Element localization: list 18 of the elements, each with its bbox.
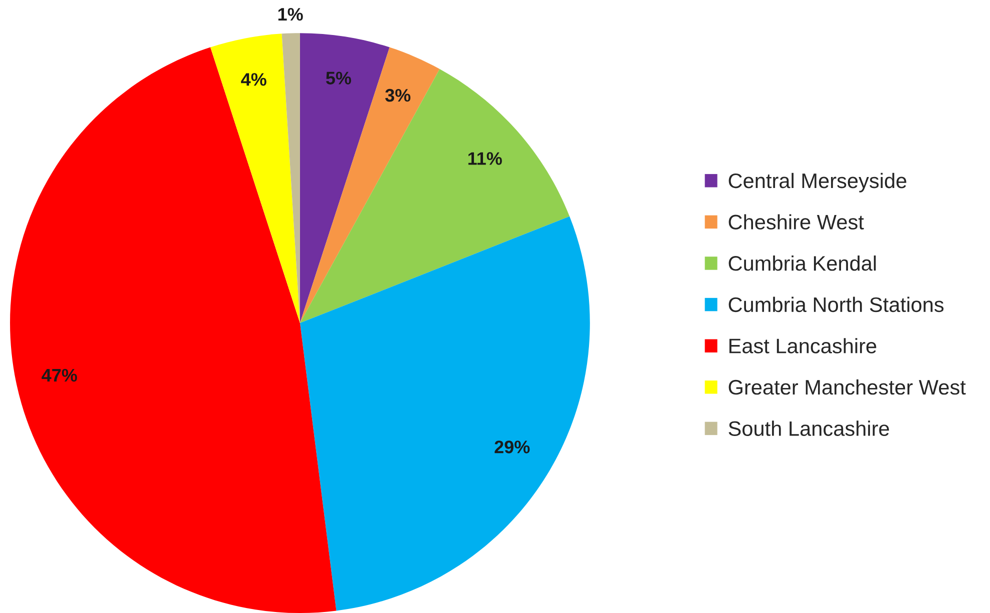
data-label: 4% (241, 73, 266, 86)
legend-label: South Lancashire (728, 420, 889, 436)
data-label: 47% (42, 368, 78, 382)
data-label: 3% (385, 88, 410, 102)
legend-label: Cumbria North Stations (728, 296, 944, 312)
legend-label: Greater Manchester West (728, 379, 966, 395)
legend-label: Central Merseyside (728, 172, 906, 192)
data-label: 5% (326, 72, 352, 84)
legend-label: Cumbria Kendal (728, 255, 876, 271)
data-label: 1% (278, 8, 303, 21)
pie-slice (210, 34, 300, 324)
legend-label: East Lancashire (729, 338, 876, 354)
pie-slice (300, 47, 440, 324)
legend-label: Cheshire West (728, 214, 864, 230)
data-label: 11% (468, 152, 502, 165)
data-label: 29% (494, 440, 530, 454)
pie-slice (300, 68, 570, 324)
pie-slice (300, 216, 590, 611)
